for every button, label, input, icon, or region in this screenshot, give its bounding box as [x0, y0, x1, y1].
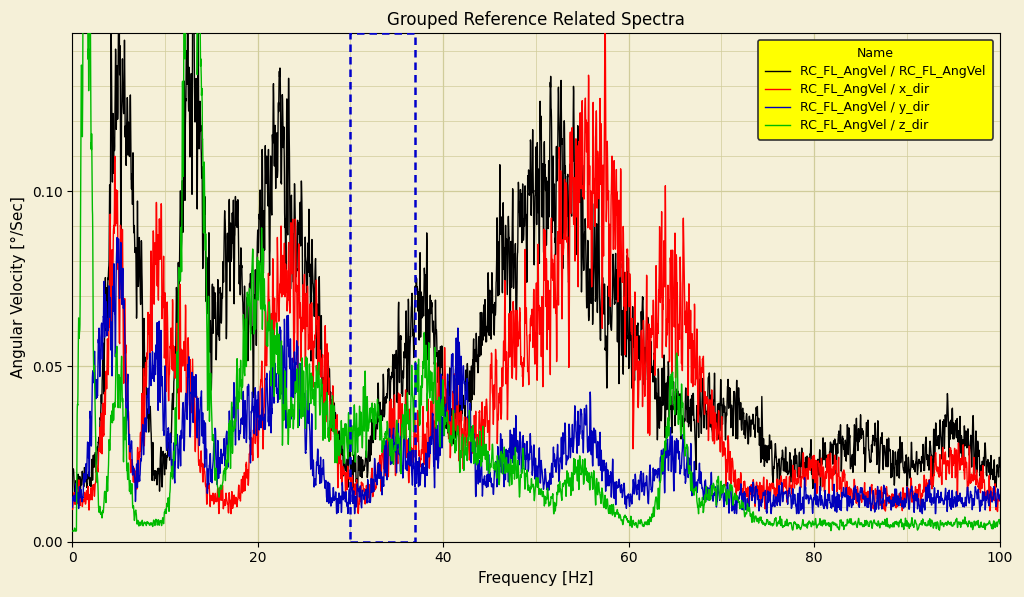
RC_FL_AngVel / y_dir	[623, 493, 635, 500]
RC_FL_AngVel / RC_FL_AngVel	[66, 469, 78, 476]
RC_FL_AngVel / RC_FL_AngVel	[829, 439, 842, 446]
Line: RC_FL_AngVel / RC_FL_AngVel: RC_FL_AngVel / RC_FL_AngVel	[72, 0, 999, 499]
Line: RC_FL_AngVel / y_dir: RC_FL_AngVel / y_dir	[72, 238, 999, 513]
RC_FL_AngVel / y_dir	[421, 471, 433, 478]
RC_FL_AngVel / z_dir	[623, 518, 635, 525]
RC_FL_AngVel / x_dir	[759, 498, 771, 506]
RC_FL_AngVel / z_dir	[828, 519, 841, 527]
RC_FL_AngVel / x_dir	[623, 270, 635, 277]
RC_FL_AngVel / x_dir	[66, 506, 78, 513]
RC_FL_AngVel / RC_FL_AngVel	[234, 245, 247, 252]
Bar	[350, 33, 416, 541]
Line: RC_FL_AngVel / z_dir: RC_FL_AngVel / z_dir	[72, 0, 999, 531]
RC_FL_AngVel / y_dir	[234, 416, 247, 423]
Legend: RC_FL_AngVel / RC_FL_AngVel, RC_FL_AngVel / x_dir, RC_FL_AngVel / y_dir, RC_FL_A: RC_FL_AngVel / RC_FL_AngVel, RC_FL_AngVe…	[758, 39, 993, 140]
RC_FL_AngVel / y_dir	[670, 466, 682, 473]
Line: RC_FL_AngVel / x_dir: RC_FL_AngVel / x_dir	[72, 0, 999, 513]
RC_FL_AngVel / y_dir	[66, 504, 78, 511]
RC_FL_AngVel / z_dir	[66, 528, 78, 535]
RC_FL_AngVel / x_dir	[421, 445, 433, 453]
RC_FL_AngVel / y_dir	[759, 491, 771, 498]
RC_FL_AngVel / z_dir	[993, 520, 1006, 527]
RC_FL_AngVel / RC_FL_AngVel	[670, 385, 682, 392]
RC_FL_AngVel / y_dir	[993, 497, 1006, 504]
RC_FL_AngVel / x_dir	[829, 460, 842, 467]
RC_FL_AngVel / y_dir	[829, 507, 842, 515]
RC_FL_AngVel / z_dir	[670, 389, 682, 396]
RC_FL_AngVel / z_dir	[234, 363, 247, 370]
RC_FL_AngVel / RC_FL_AngVel	[993, 463, 1006, 470]
RC_FL_AngVel / RC_FL_AngVel	[421, 238, 433, 245]
RC_FL_AngVel / z_dir	[759, 520, 771, 527]
RC_FL_AngVel / RC_FL_AngVel	[759, 459, 771, 466]
Title: Grouped Reference Related Spectra: Grouped Reference Related Spectra	[387, 11, 685, 29]
RC_FL_AngVel / x_dir	[234, 488, 247, 495]
RC_FL_AngVel / RC_FL_AngVel	[69, 496, 81, 503]
RC_FL_AngVel / y_dir	[111, 234, 123, 241]
RC_FL_AngVel / x_dir	[213, 510, 225, 517]
RC_FL_AngVel / x_dir	[993, 492, 1006, 499]
X-axis label: Frequency [Hz]: Frequency [Hz]	[478, 571, 594, 586]
RC_FL_AngVel / z_dir	[421, 387, 433, 394]
Y-axis label: Angular Velocity [°/Sec]: Angular Velocity [°/Sec]	[11, 196, 27, 378]
RC_FL_AngVel / y_dir	[331, 510, 343, 517]
RC_FL_AngVel / RC_FL_AngVel	[623, 365, 635, 372]
RC_FL_AngVel / x_dir	[670, 365, 682, 373]
